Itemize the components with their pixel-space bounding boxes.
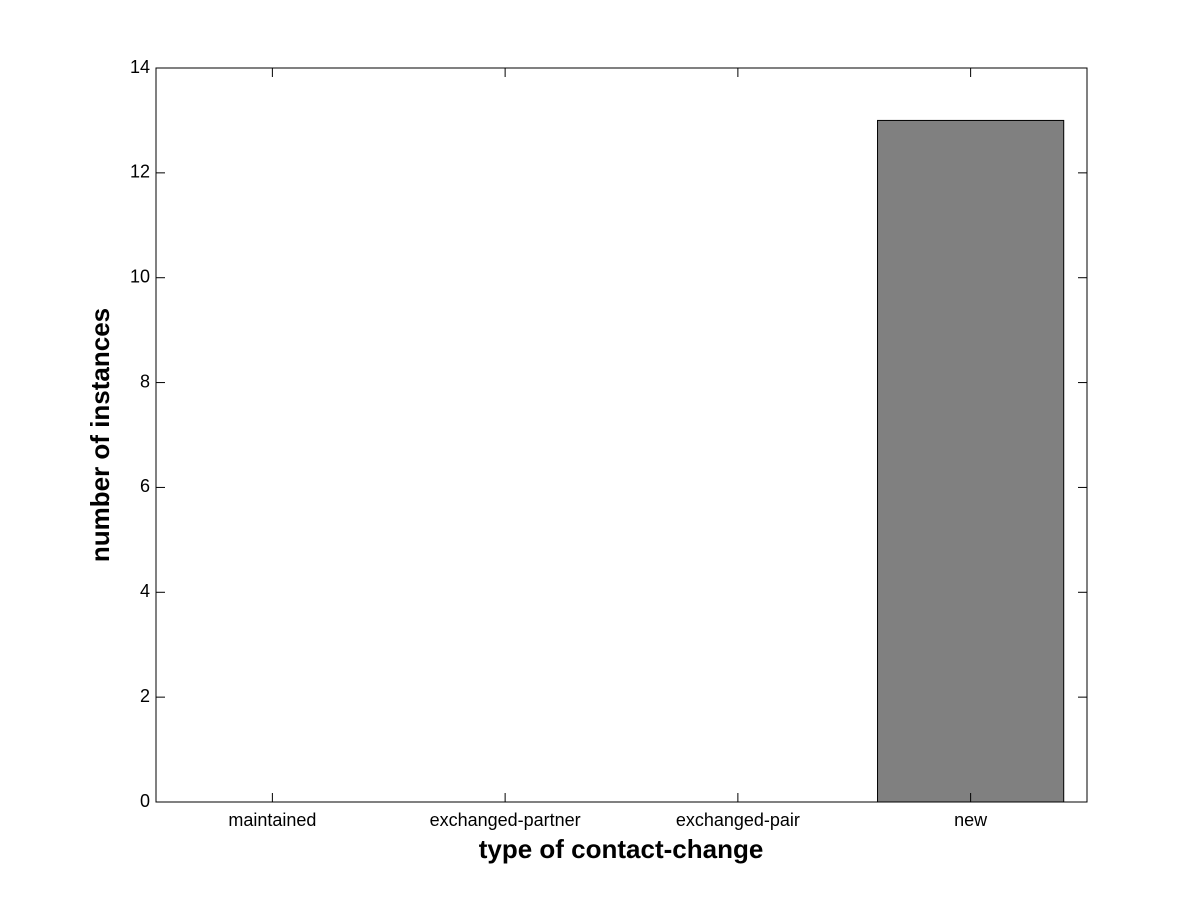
y-tick-label: 6 [140, 476, 150, 496]
y-tick-label: 8 [140, 371, 150, 391]
bar [877, 119, 1065, 803]
x-tick-label: exchanged-pair [676, 810, 800, 830]
x-tick-label: exchanged-partner [430, 810, 581, 830]
y-tick-label: 0 [140, 791, 150, 811]
x-axis-label: type of contact-change [479, 834, 764, 864]
y-tick-label: 14 [130, 57, 150, 77]
x-tick-label: maintained [228, 810, 316, 830]
y-axis-label: number of instances [85, 308, 115, 562]
y-tick-label: 12 [130, 162, 150, 182]
y-tick-label: 10 [130, 266, 150, 286]
y-tick-label: 2 [140, 686, 150, 706]
x-tick-label: new [954, 810, 988, 830]
plot-frame [155, 67, 1088, 803]
y-tick-label: 4 [140, 581, 150, 601]
